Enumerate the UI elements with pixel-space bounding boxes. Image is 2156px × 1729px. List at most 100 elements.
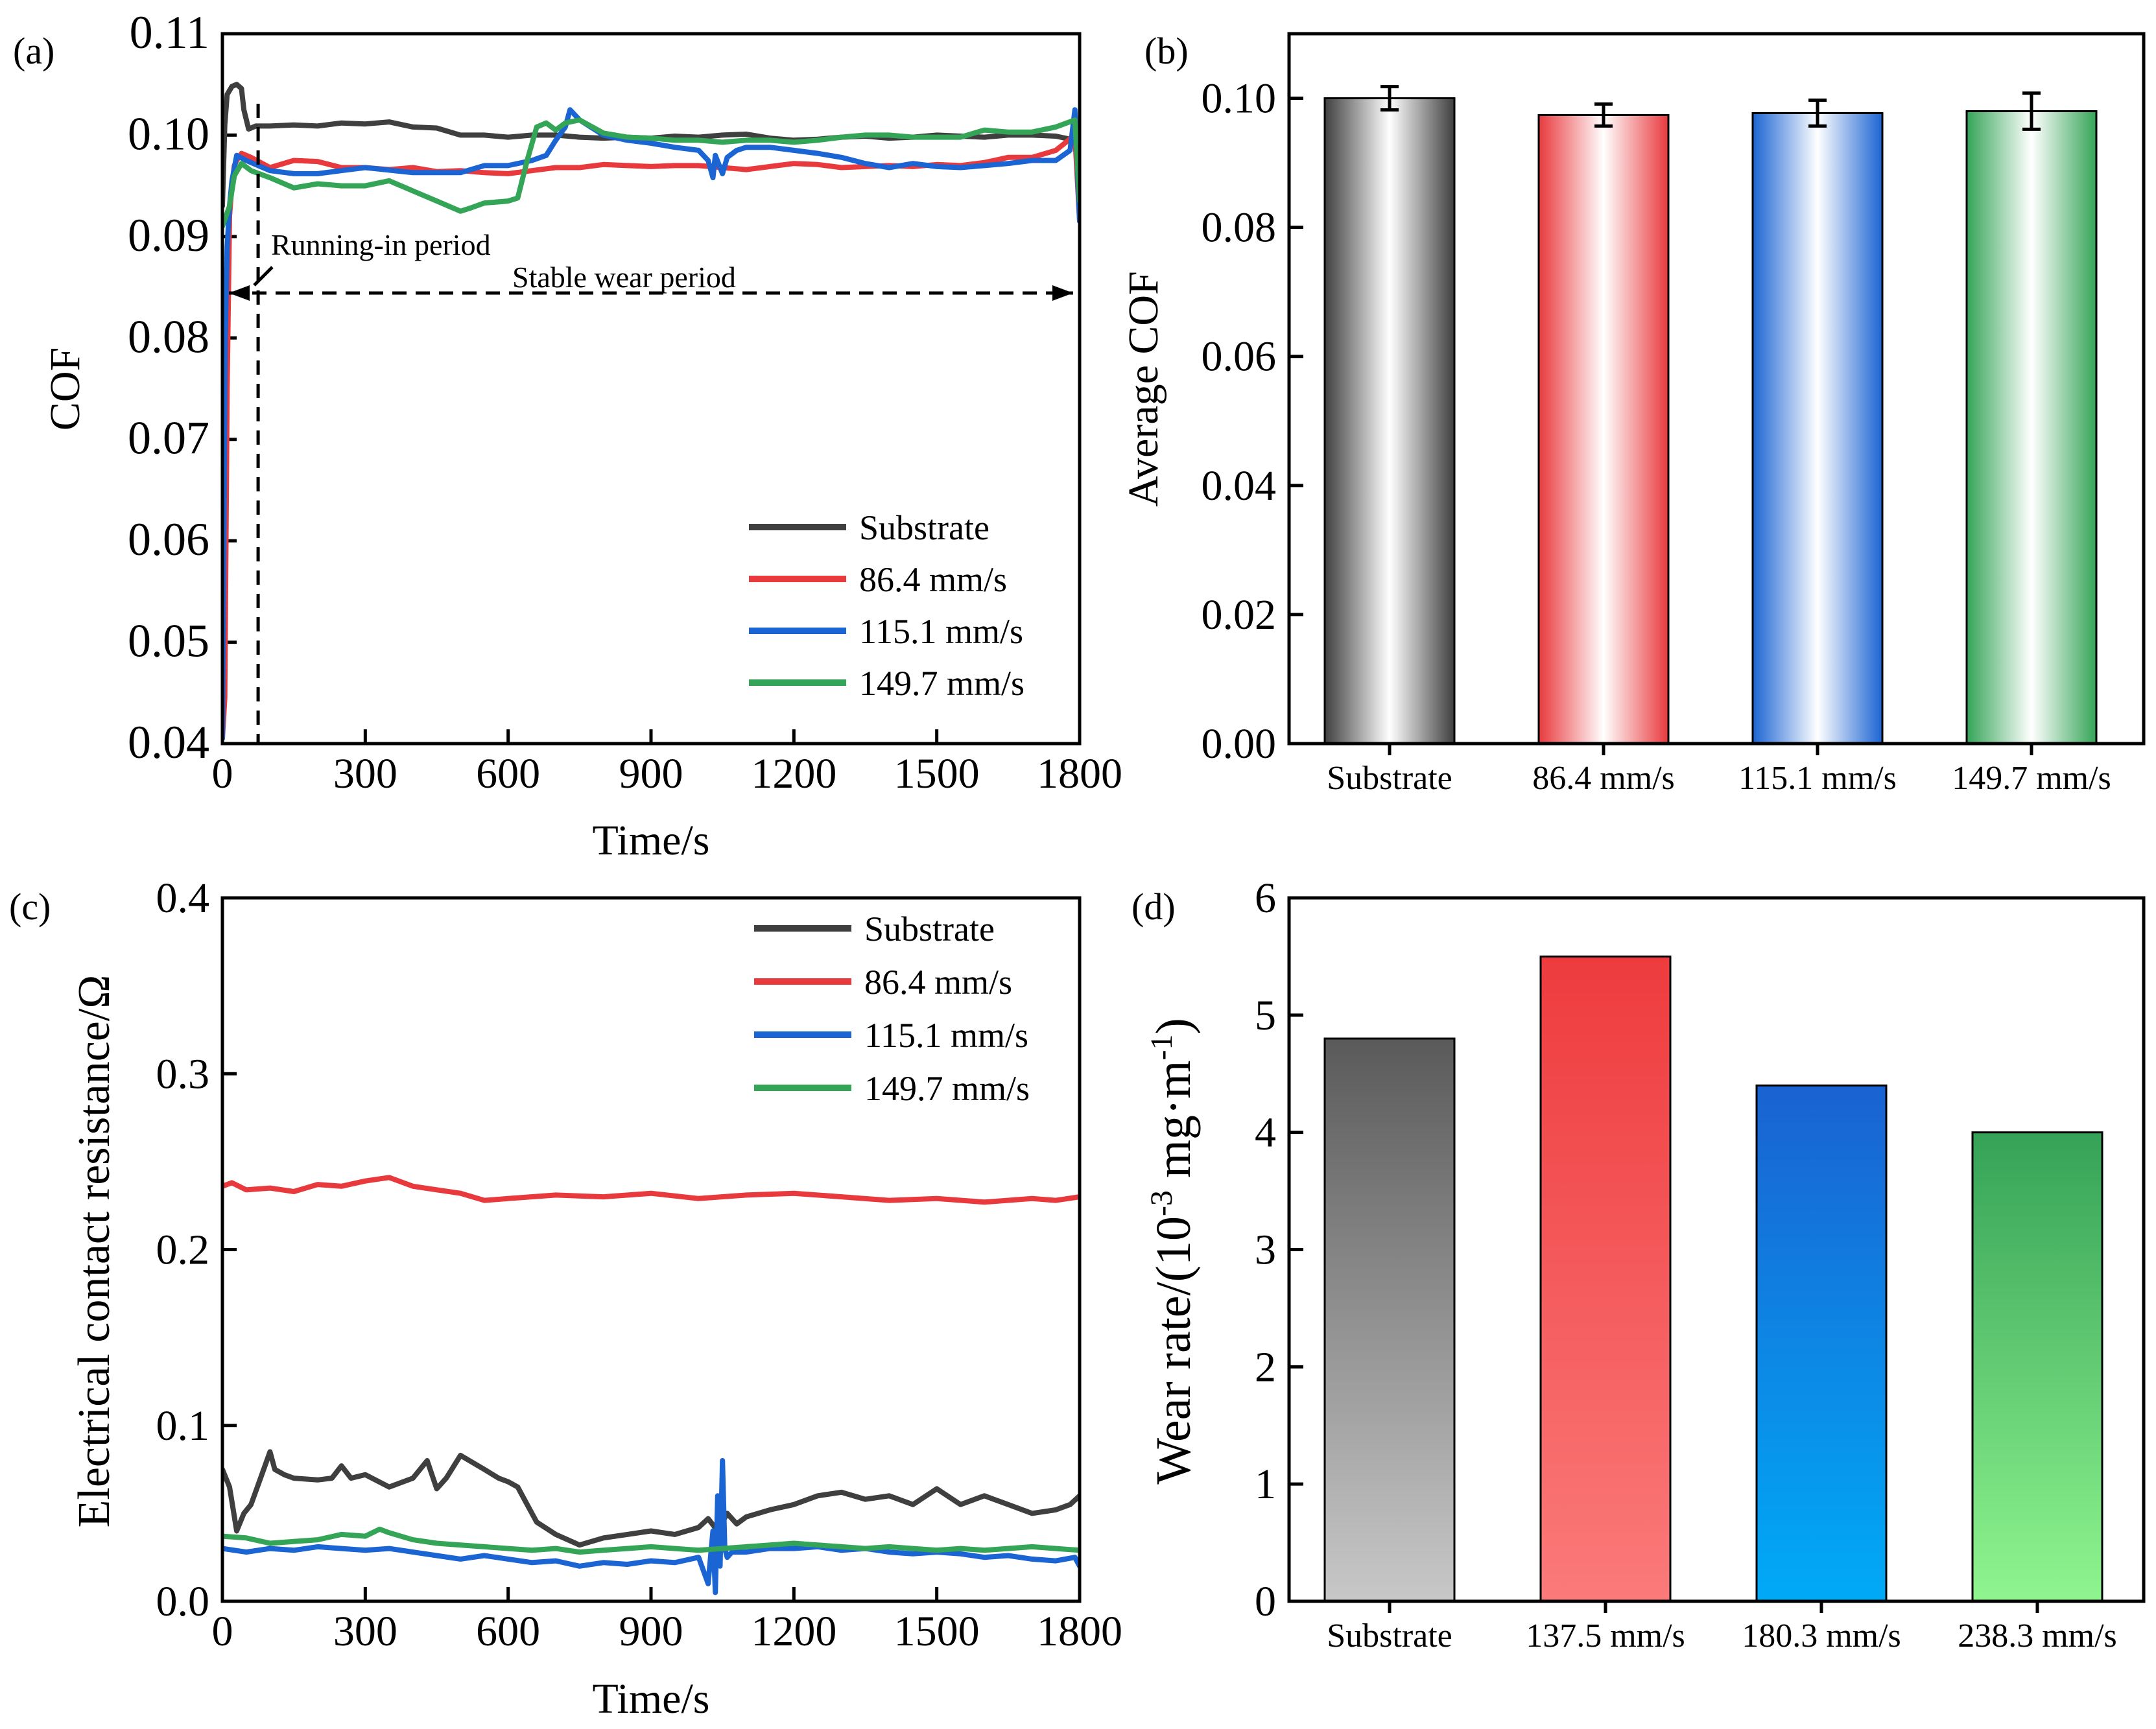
- y-tick-label-0-07: 0.07: [128, 412, 209, 464]
- panel-c-series-group: [222, 1175, 1080, 1595]
- running-in-pointer: [253, 266, 274, 287]
- legend-label-86-4: 86.4 mm/s: [859, 560, 1007, 599]
- bar-238-3-mm-s: [1971, 1131, 2103, 1603]
- bar-115-1-mm-s: [1751, 112, 1884, 745]
- panel-d-ylabel-suffix: ): [1146, 1018, 1201, 1034]
- panel-d-wear-rate: (d) Wear rate/(10-3 mg·m-1) 0 1 2 3 4 5 6 Subst…: [1131, 875, 2146, 1654]
- y-tick-label-0-2: 0.2: [156, 1227, 210, 1274]
- panel-c-frame: [220, 896, 1082, 1603]
- y-tick-label-0-08: 0.08: [1202, 204, 1277, 252]
- x-tick-label-180-3-mm-s: 180.3 mm/s: [1742, 1617, 1901, 1654]
- panel-c-ticks: 0 300 600 900 1200 1500 1800 0.0 0.1 0.2 0.3 0.4: [156, 875, 1123, 1655]
- panel-c-xlabel: Time/s: [593, 1675, 710, 1723]
- x-tick-label-substrate: Substrate: [1327, 760, 1452, 797]
- legend-label-115-1: 115.1 mm/s: [864, 1016, 1028, 1055]
- x-tick-label-1500: 1500: [894, 750, 980, 797]
- y-tick-label-0-4: 0.4: [156, 875, 210, 922]
- y-tick-label-0-09: 0.09: [128, 209, 209, 261]
- y-tick-label-0-10: 0.10: [1202, 75, 1277, 123]
- y-tick-label-0-06: 0.06: [1202, 333, 1277, 381]
- x-tick-label-1200: 1200: [751, 1608, 836, 1655]
- x-tick-label-900: 900: [619, 1608, 683, 1655]
- x-tick-label-300: 300: [333, 750, 397, 797]
- panel-d-ticks: 0 1 2 3 4 5 6 Substrate 137.5 mm/s 180.3 mm/s 238.…: [1255, 875, 2117, 1654]
- series-line-115-1-mm-s: [222, 107, 1080, 742]
- y-tick-label-0-10: 0.10: [128, 108, 209, 159]
- panel-a-frame: [220, 32, 1082, 746]
- x-tick-label-0: 0: [212, 750, 233, 797]
- panel-d-ylabel-exp2: -1: [1144, 1035, 1179, 1061]
- series-line-149-7-mm-s: [222, 1526, 1080, 1555]
- panel-b-label: (b): [1144, 30, 1189, 72]
- panel-a-ticks: 0 300 600 900 1200 1500 1800 0.04 0.05 0.06 0.07 0.…: [128, 6, 1122, 797]
- bar-substrate: [1323, 97, 1456, 745]
- y-tick-label-0-11: 0.11: [130, 6, 209, 58]
- y-tick-label-1: 1: [1255, 1461, 1276, 1508]
- x-tick-label-substrate: Substrate: [1327, 1617, 1452, 1654]
- panel-a-ylabel: COF: [41, 347, 89, 430]
- y-tick-label-3: 3: [1255, 1227, 1276, 1274]
- panel-a-series-group: [222, 82, 1080, 742]
- bar-86-4-mm-s: [1537, 113, 1670, 745]
- series-line-86-4-mm-s: [222, 1175, 1080, 1205]
- panel-d-frame: [1287, 896, 2146, 1603]
- panel-a-label: (a): [13, 30, 54, 72]
- panel-b-ylabel: Average COF: [1120, 271, 1167, 507]
- y-tick-label-2: 2: [1255, 1343, 1276, 1391]
- x-tick-label-600: 600: [476, 750, 540, 797]
- y-tick-label-0-04: 0.04: [128, 716, 209, 768]
- y-tick-label-0-00: 0.00: [1202, 720, 1277, 768]
- y-tick-label-0-08: 0.08: [128, 311, 209, 362]
- series-line-substrate: [222, 1449, 1080, 1548]
- x-tick-label-1800: 1800: [1037, 1608, 1122, 1655]
- y-tick-label-4: 4: [1255, 1109, 1276, 1157]
- y-tick-label-0-0: 0.0: [156, 1578, 210, 1625]
- x-tick-label-115-1-mm-s: 115.1 mm/s: [1738, 760, 1897, 797]
- x-tick-label-300: 300: [333, 1608, 397, 1655]
- y-tick-label-5: 5: [1255, 992, 1276, 1039]
- x-tick-label-86-4-mm-s: 86.4 mm/s: [1532, 760, 1675, 797]
- panel-b-frame: [1287, 32, 2146, 746]
- panel-a-legend: Substrate 86.4 mm/s 115.1 mm/s 149.7 mm/…: [749, 508, 1025, 703]
- y-tick-label-6: 6: [1255, 875, 1276, 922]
- x-tick-label-1800: 1800: [1037, 750, 1122, 797]
- x-tick-label-137-5-mm-s: 137.5 mm/s: [1526, 1617, 1685, 1654]
- panel-c-ylabel: Electrical contact resistance/Ω: [69, 975, 119, 1528]
- y-tick-label-0-02: 0.02: [1202, 591, 1277, 639]
- x-tick-label-600: 600: [476, 1608, 540, 1655]
- panel-b-bars: [1323, 85, 2098, 745]
- x-tick-label-1200: 1200: [751, 750, 836, 797]
- panel-c-label: (c): [9, 886, 51, 928]
- legend-label-substrate: Substrate: [864, 910, 995, 948]
- x-tick-label-0: 0: [212, 1608, 233, 1655]
- x-tick-label-900: 900: [619, 750, 683, 797]
- running-in-period-label: Running-in period: [271, 228, 491, 261]
- y-tick-label-0-1: 0.1: [156, 1402, 210, 1450]
- bar-180-3-mm-s: [1755, 1084, 1888, 1603]
- panel-d-ylabel-mid: mg·m: [1146, 1061, 1201, 1191]
- panel-d-bars: [1323, 955, 2103, 1603]
- x-tick-label-238-3-mm-s: 238.3 mm/s: [1958, 1617, 2117, 1654]
- panel-a-cof-vs-time: (a) COF Time/s 0 300 600 900 1200 1500 1800 0.0…: [13, 6, 1122, 864]
- series-line-115-1-mm-s: [222, 1458, 1080, 1595]
- panel-c-legend: Substrate 86.4 mm/s 115.1 mm/s 149.7 mm/…: [754, 910, 1030, 1108]
- stable-wear-arrowhead-right: [1052, 285, 1073, 301]
- x-tick-label-1500: 1500: [894, 1608, 980, 1655]
- legend-label-149-7: 149.7 mm/s: [864, 1069, 1030, 1108]
- panel-a-xlabel: Time/s: [593, 817, 710, 864]
- x-tick-label-149-7-mm-s: 149.7 mm/s: [1952, 760, 2111, 797]
- bar-149-7-mm-s: [1965, 110, 2098, 745]
- panel-b-average-cof: (b) Average COF 0.00 0.02 0.04 0.06 0.08 0.10…: [1120, 30, 2146, 797]
- legend-label-86-4: 86.4 mm/s: [864, 963, 1012, 1002]
- y-tick-label-0-05: 0.05: [128, 615, 209, 667]
- panel-b-ticks: 0.00 0.02 0.04 0.06 0.08 0.10 Substrate 86.4 mm…: [1202, 75, 2111, 797]
- y-tick-label-0-3: 0.3: [156, 1050, 210, 1098]
- panel-d-label: (d): [1131, 886, 1176, 928]
- stable-wear-period-label: Stable wear period: [512, 261, 736, 294]
- stable-wear-arrowhead-left: [229, 285, 250, 301]
- legend-label-115-1: 115.1 mm/s: [859, 612, 1023, 651]
- y-tick-label-0-04: 0.04: [1202, 462, 1277, 510]
- bar-substrate: [1323, 1037, 1456, 1603]
- bar-137-5-mm-s: [1539, 955, 1672, 1603]
- legend-label-149-7: 149.7 mm/s: [859, 664, 1025, 703]
